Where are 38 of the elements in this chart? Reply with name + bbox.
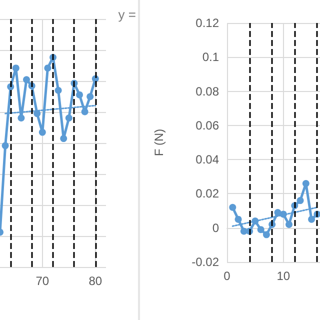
x-tick-label: 80 [88,274,102,288]
point [65,114,72,122]
point [280,210,287,218]
point [86,93,94,100]
point [286,220,292,228]
text: y = [118,7,136,22]
point [44,64,52,72]
point [76,91,83,98]
point [302,180,310,187]
y-tick-label: 0 [212,220,220,235]
point [2,142,9,150]
point [296,197,304,204]
y-tick-label: 0.12 [196,16,220,30]
y-tick-label: 0.06 [196,118,220,132]
point [229,204,236,211]
point [38,128,46,136]
point [262,231,270,238]
point [23,76,30,84]
x-tick-label: 0 [224,269,231,283]
point [308,216,316,223]
x-tick-label: 10 [276,269,290,283]
point [60,135,68,142]
y-tick-label: 0.1 [202,50,220,64]
point [34,110,41,118]
x-tick-label: 70 [36,274,50,288]
y-tick-label: -0.02 [192,255,220,269]
y-axis-title: F (N) [152,128,166,156]
point [12,64,20,72]
point [252,218,259,225]
point [18,114,25,122]
point [54,86,62,94]
point [257,226,264,234]
point [81,108,88,116]
y-tick-label: 0.08 [196,84,220,98]
point [234,216,242,223]
point [274,208,282,216]
y-tick-label: 0.04 [196,152,220,167]
y-tick-label: 0.02 [196,186,220,201]
